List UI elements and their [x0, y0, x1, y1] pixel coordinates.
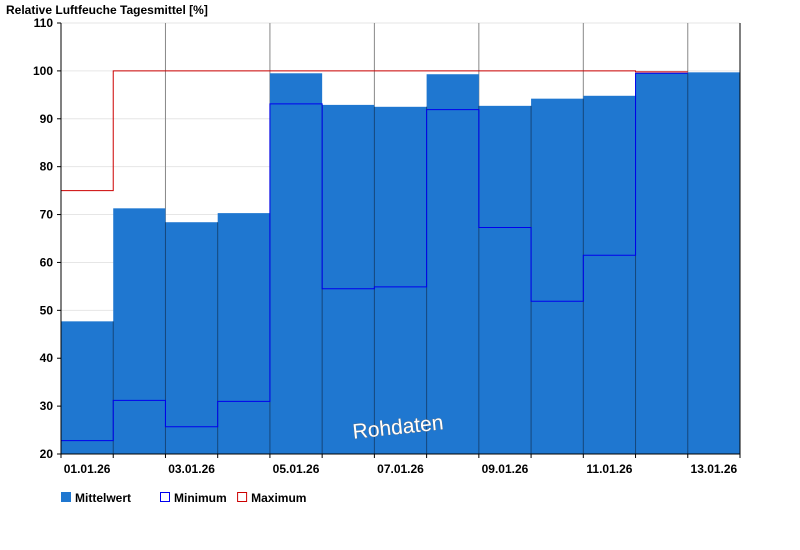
bar-mittelwert — [531, 98, 584, 455]
legend: Mittelwert Minimum Maximum — [61, 491, 306, 505]
x-axis-ticks: 01.01.26 03.01.26 05.01.26 07.01.26 09.01.26… — [60, 454, 741, 476]
legend-label: Minimum — [174, 491, 227, 505]
legend-item-minimum: Minimum — [160, 491, 227, 505]
x-tick-label: 09.01.26 — [482, 462, 529, 476]
legend-label: Maximum — [251, 491, 306, 505]
y-axis-ticks: 20 30 40 50 60 70 80 90 100 110 — [33, 16, 61, 461]
y-tick-label: 110 — [34, 16, 54, 30]
x-tick-label: 05.01.26 — [273, 462, 320, 476]
y-tick-label: 40 — [40, 351, 54, 365]
y-tick-label: 90 — [40, 112, 54, 126]
y-tick-label: 60 — [40, 255, 54, 269]
legend-swatch — [160, 492, 170, 502]
y-tick-label: 80 — [40, 160, 54, 174]
axes — [60, 23, 741, 455]
x-tick-label: 11.01.26 — [586, 462, 632, 476]
y-tick-label: 30 — [40, 399, 54, 413]
step-line-maximum — [61, 70, 688, 192]
bar-mittelwert — [322, 104, 375, 454]
step-line-minimum — [61, 72, 688, 442]
bar-mittelwert — [61, 321, 114, 454]
bar-mittelwert — [269, 73, 323, 455]
bar-mittelwert — [217, 213, 270, 454]
y-tick-label: 50 — [40, 303, 54, 317]
legend-label: Mittelwert — [75, 491, 131, 505]
bar-mittelwert — [374, 106, 427, 455]
bar-mittelwert — [113, 208, 166, 454]
bar-mittelwert — [165, 222, 218, 454]
bar-mittelwert — [583, 95, 636, 455]
y-tick-label: 70 — [40, 208, 54, 222]
bar-mittelwert — [635, 73, 688, 455]
bar-mittelwert — [426, 74, 479, 454]
legend-swatch — [61, 492, 71, 502]
legend-item-maximum: Maximum — [237, 491, 306, 505]
bar-mittelwert — [687, 72, 740, 454]
bar-mittelwert — [478, 105, 532, 454]
x-tick-label: 13.01.26 — [691, 462, 738, 476]
x-tick-label: 01.01.26 — [64, 462, 111, 476]
chart-title: Relative Luftfeuche Tagesmittel [%] — [6, 3, 208, 17]
x-tick-label: 03.01.26 — [168, 462, 215, 476]
bar-series — [61, 72, 740, 455]
legend-item-mittelwert: Mittelwert — [61, 491, 131, 505]
y-tick-label: 100 — [33, 64, 53, 78]
y-tick-label: 20 — [40, 447, 54, 461]
step-series — [61, 70, 688, 442]
x-tick-label: 07.01.26 — [377, 462, 424, 476]
legend-swatch — [237, 492, 248, 502]
